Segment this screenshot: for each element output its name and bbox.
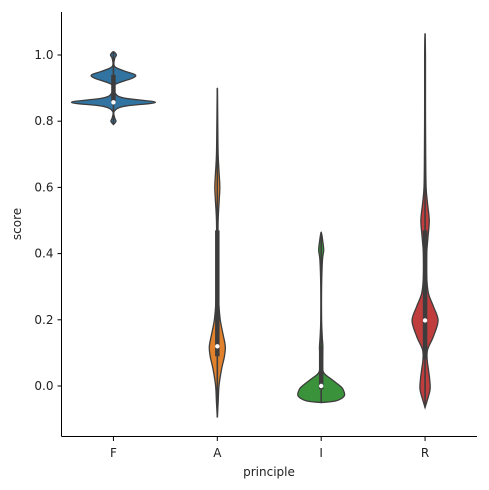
plot-area bbox=[70, 32, 439, 418]
y-axis-ticks: 0.0 0.2 0.4 0.6 0.8 1.0 bbox=[34, 48, 62, 393]
violin-I bbox=[297, 231, 346, 404]
y-tick-label: 0.2 bbox=[34, 313, 53, 327]
violin-F bbox=[70, 51, 157, 126]
violin-R bbox=[411, 32, 439, 410]
x-tick-label: F bbox=[110, 446, 117, 460]
y-tick-label: 0.4 bbox=[34, 247, 53, 261]
y-tick-label: 0.8 bbox=[34, 114, 53, 128]
violin-median-dot bbox=[111, 100, 116, 105]
x-tick-label: R bbox=[421, 446, 429, 460]
y-tick-label: 0.6 bbox=[34, 180, 53, 194]
y-tick-label: 1.0 bbox=[34, 48, 53, 62]
x-tick-label: A bbox=[213, 446, 222, 460]
x-axis-label: principle bbox=[243, 465, 295, 479]
violin-median-dot bbox=[318, 383, 324, 389]
y-tick-label: 0.0 bbox=[34, 379, 53, 393]
violin-median-dot bbox=[215, 344, 220, 349]
violin-A bbox=[208, 87, 227, 418]
violin-median-dot bbox=[422, 318, 428, 323]
x-tick-label: I bbox=[319, 446, 323, 460]
y-axis-label: score bbox=[10, 208, 24, 240]
